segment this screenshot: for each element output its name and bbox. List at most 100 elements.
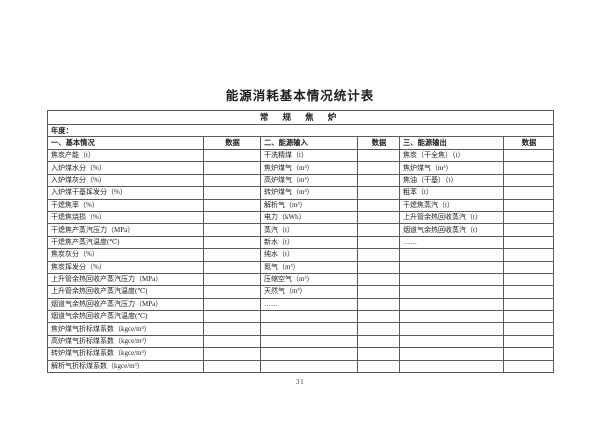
data-value-cell	[357, 173, 400, 188]
data-value-cell	[502, 186, 555, 200]
row-label-cell	[399, 359, 504, 374]
row-label-cell	[260, 359, 358, 374]
data-value-cell	[203, 223, 261, 237]
data-value-cell	[203, 334, 261, 349]
row-label-cell: 氮气（m³）	[260, 260, 358, 274]
table-row: 解析气折标煤系数（kgce/m³）	[47, 359, 555, 374]
data-value-cell	[203, 310, 261, 324]
row-label-cell	[399, 248, 504, 262]
energy-statistics-table: 常 规 焦 炉 年度： 一、基本情况 数据 二、能源输入 数据 三、能源输出 数…	[46, 110, 555, 374]
row-label-cell: 天然气（m³）	[260, 285, 358, 299]
data-value-cell	[203, 210, 261, 225]
data-value-cell	[357, 198, 400, 212]
row-label-cell: 烟道气余热回收产蒸汽压力（MPa）	[47, 297, 204, 312]
table-row: 高炉煤气折标煤系数（kgce/m³）	[47, 334, 555, 349]
page-title: 能源消耗基本情况统计表	[225, 89, 375, 103]
data-value-cell	[502, 173, 555, 188]
data-value-cell	[357, 310, 400, 324]
data-value-cell	[203, 161, 261, 175]
table-row: 上升管余热回收产蒸汽压力（MPa） 压缩空气（m³）	[47, 272, 555, 287]
data-value-cell	[502, 272, 555, 287]
table-row: 干熄焦产蒸汽温度(℃) 新水（t） ……	[47, 235, 555, 250]
data-value-cell	[502, 223, 555, 237]
data-value-cell	[203, 248, 261, 262]
data-value-cell	[357, 235, 400, 250]
column-header-basic-info: 一、基本情况	[47, 136, 204, 150]
data-value-cell	[357, 148, 400, 163]
row-label-cell: ……	[399, 235, 504, 250]
row-label-cell: 焦油（干基）（t）	[399, 173, 504, 188]
row-label-cell: 干熄焦产蒸汽压力（MPa）	[47, 223, 204, 237]
row-label-cell	[399, 347, 504, 361]
data-value-cell	[357, 359, 400, 374]
data-value-cell	[357, 272, 400, 287]
column-header-energy-input: 二、能源输入	[260, 136, 358, 150]
row-label-cell	[399, 334, 504, 349]
data-value-cell	[502, 310, 555, 324]
data-value-cell	[203, 322, 261, 336]
row-label-cell	[260, 334, 358, 349]
table-row: 焦炭产能（t） 干洗精煤（t） 焦炭（干全焦）（t）	[47, 148, 555, 163]
row-label-cell: 烟道气余热回收蒸汽（t）	[399, 223, 504, 237]
table-row: 干熄焦率（%） 解析气（m³） 干熄焦蒸汽（t）	[47, 198, 555, 212]
table-row: 焦炭灰分（%） 纯水（t）	[47, 248, 555, 262]
row-label-cell	[399, 272, 504, 287]
row-label-cell: 干熄焦蒸汽（t）	[399, 198, 504, 212]
row-label-cell	[399, 322, 504, 336]
table-row: 干熄焦烧损（%） 电力（kWh） 上升管余热回收蒸汽（t）	[47, 210, 555, 225]
row-label-cell: 上升管余热回收产蒸汽温度(℃)	[47, 285, 204, 299]
table-row: 烟道气余热回收产蒸汽温度(℃)	[47, 310, 555, 324]
row-label-cell	[260, 347, 358, 361]
table-row: 干熄焦产蒸汽压力（MPa） 蒸汽（t） 烟道气余热回收蒸汽（t）	[47, 223, 555, 237]
data-value-cell	[502, 248, 555, 262]
data-value-cell	[502, 235, 555, 250]
row-label-cell: 高炉煤气（m³）	[260, 173, 358, 188]
row-label-cell: 压缩空气（m³）	[260, 272, 358, 287]
data-value-cell	[502, 260, 555, 274]
row-label-cell	[399, 285, 504, 299]
column-header-data-1: 数据	[203, 136, 261, 150]
table-section-header-row: 常 规 焦 炉	[46, 110, 555, 125]
row-label-cell: 蒸汽（t）	[260, 223, 358, 237]
data-value-cell	[502, 334, 555, 349]
table-row: 上升管余热回收产蒸汽温度(℃) 天然气（m³）	[47, 285, 555, 299]
data-value-cell	[357, 322, 400, 336]
row-label-cell: 干洗精煤（t）	[260, 148, 358, 163]
row-label-cell: 纯水（t）	[260, 248, 358, 262]
table-row: 转炉煤气折标煤系数（kgce/m³）	[47, 347, 555, 361]
row-label-cell: 入炉煤干基挥发分（%）	[47, 186, 204, 200]
column-header-row: 一、基本情况 数据 二、能源输入 数据 三、能源输出 数据	[47, 136, 555, 150]
row-label-cell: 干熄焦烧损（%）	[47, 210, 204, 225]
data-value-cell	[502, 198, 555, 212]
data-value-cell	[357, 248, 400, 262]
row-label-cell: 焦炉煤气折标煤系数（kgce/m³）	[47, 322, 204, 336]
data-value-cell	[203, 173, 261, 188]
data-value-cell	[203, 285, 261, 299]
data-value-cell	[502, 347, 555, 361]
data-value-cell	[203, 297, 261, 312]
row-label-cell: 焦炉煤气（m³）	[399, 161, 504, 175]
table-row: 入炉煤灰分（%） 高炉煤气（m³） 焦油（干基）（t）	[47, 173, 555, 188]
row-label-cell: 焦炭挥发分（%）	[47, 260, 204, 274]
data-value-cell	[357, 334, 400, 349]
row-label-cell: 焦炭灰分（%）	[47, 248, 204, 262]
data-value-cell	[502, 322, 555, 336]
data-value-cell	[357, 260, 400, 274]
data-value-cell	[203, 272, 261, 287]
row-label-cell: 粗苯（t）	[399, 186, 504, 200]
data-value-cell	[203, 186, 261, 200]
row-label-cell: 焦炭产能（t）	[47, 148, 204, 163]
row-label-cell: ……	[260, 297, 358, 312]
row-label-cell: 上升管余热回收产蒸汽压力（MPa）	[47, 272, 204, 287]
data-value-cell	[502, 161, 555, 175]
row-label-cell: 入炉煤灰分（%）	[47, 173, 204, 188]
data-value-cell	[357, 347, 400, 361]
data-value-cell	[203, 235, 261, 250]
data-value-cell	[357, 223, 400, 237]
table-row: 焦炉煤气折标煤系数（kgce/m³）	[47, 322, 555, 336]
row-label-cell: 焦炉煤气（m³）	[260, 161, 358, 175]
row-label-cell: 烟道气余热回收产蒸汽温度(℃)	[47, 310, 204, 324]
row-label-cell: 新水（t）	[260, 235, 358, 250]
data-value-cell	[357, 285, 400, 299]
